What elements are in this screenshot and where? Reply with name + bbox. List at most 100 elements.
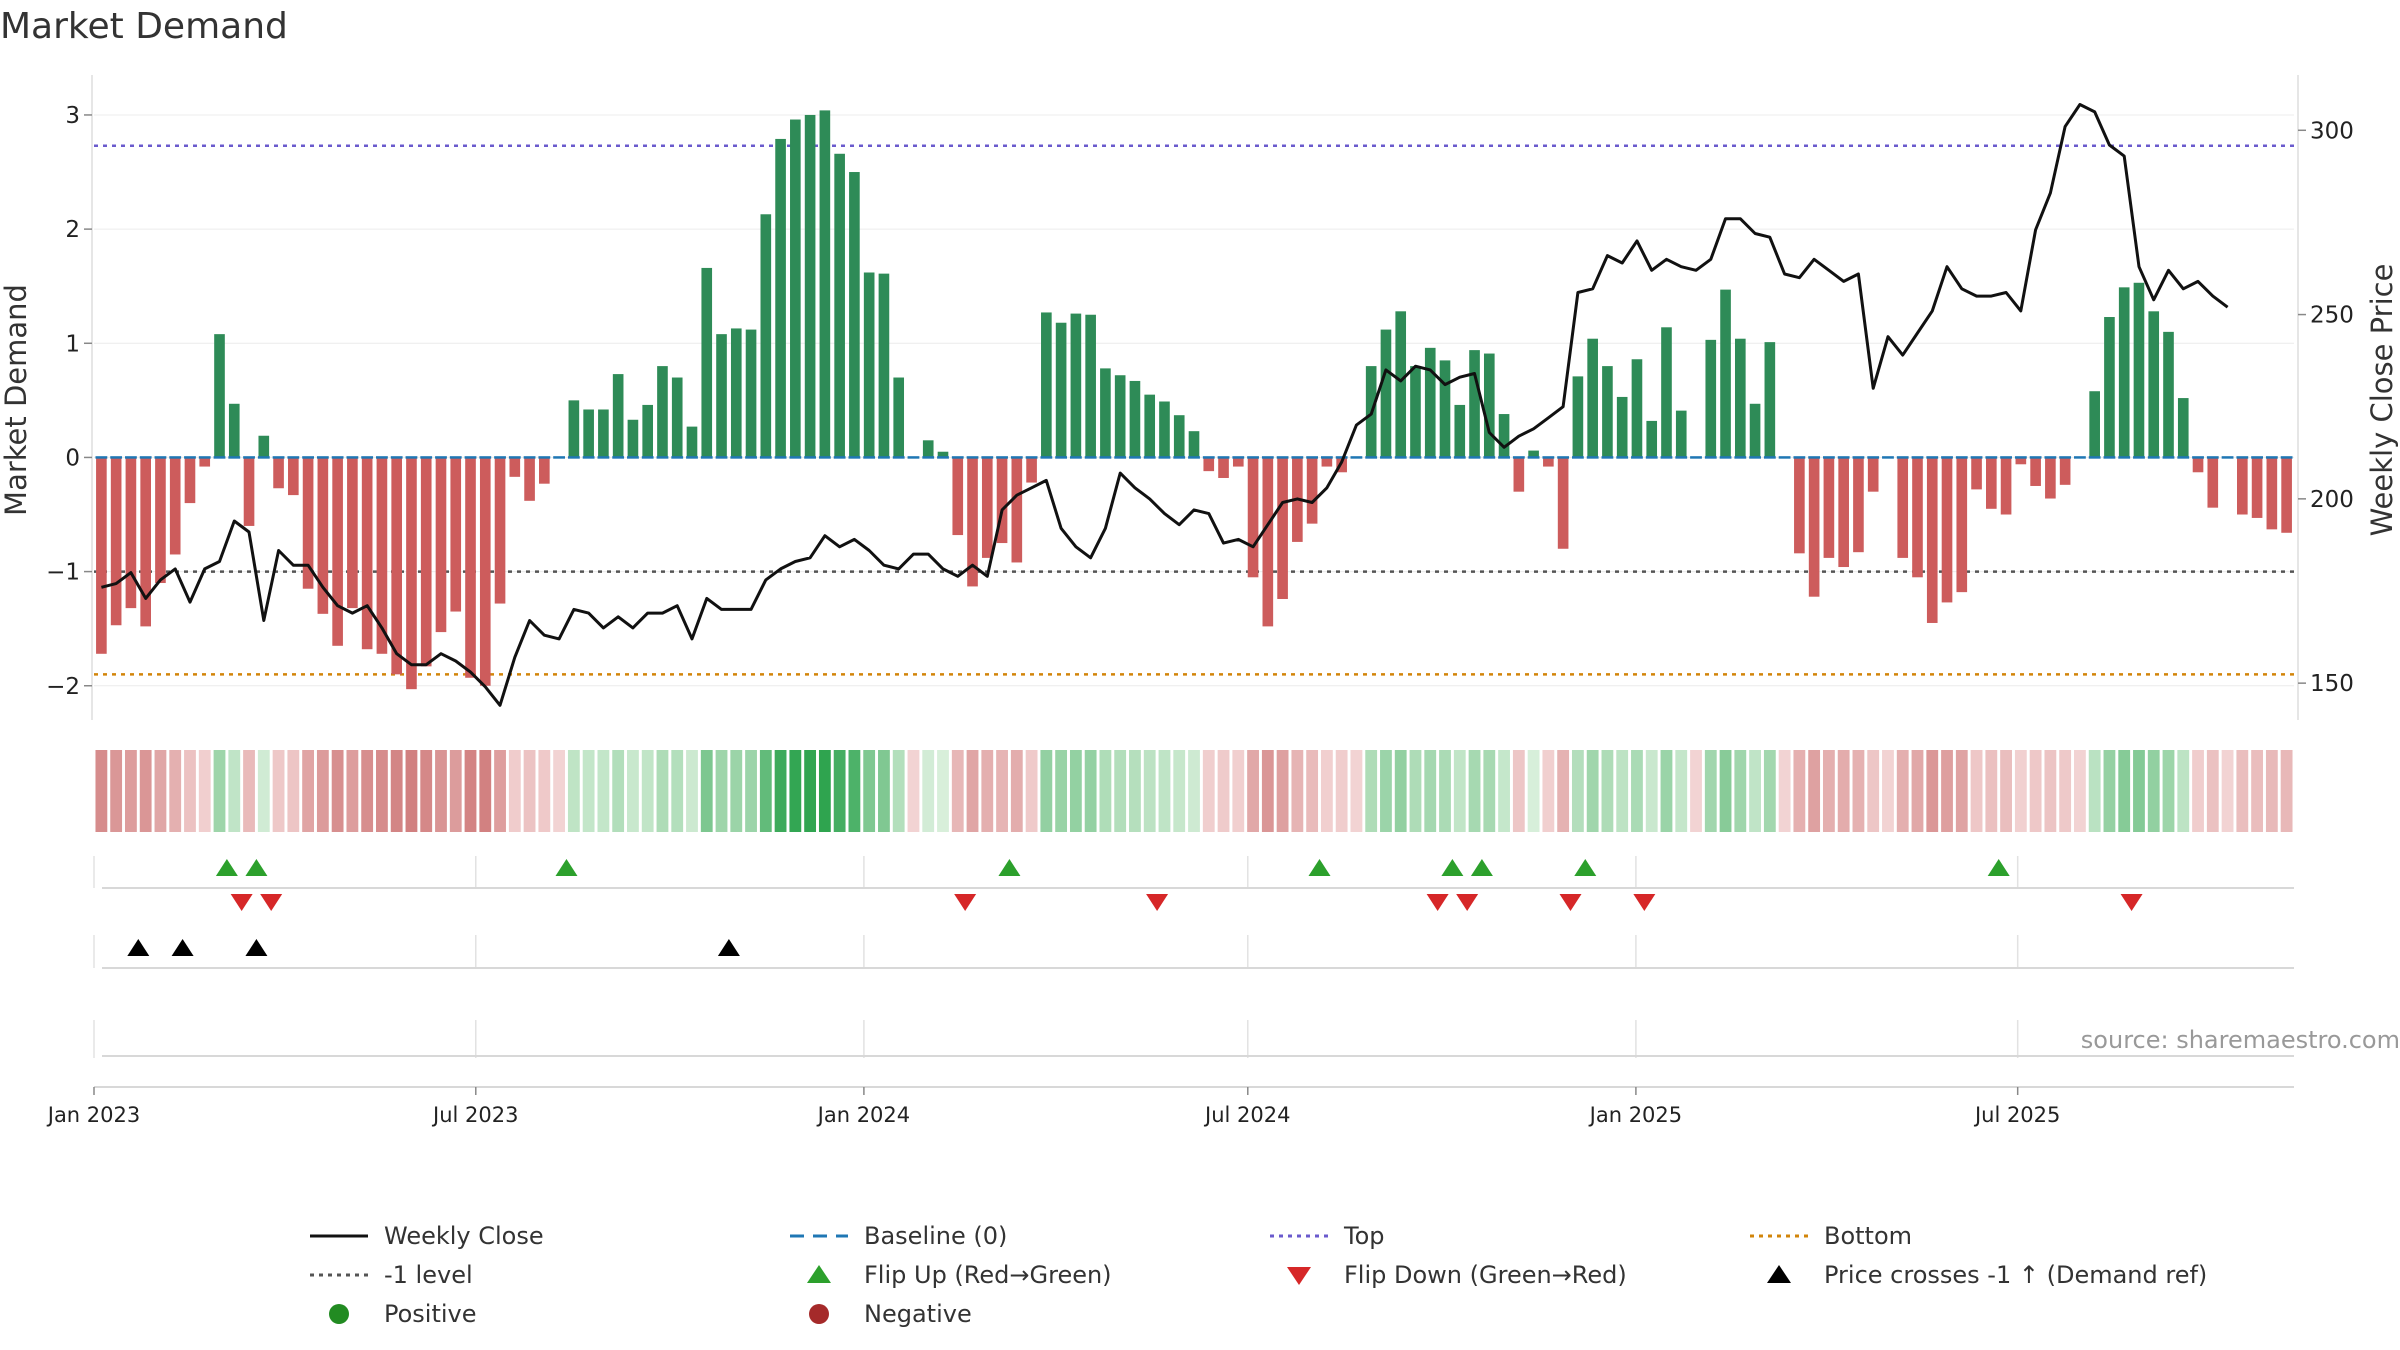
strip-cell xyxy=(1025,750,1038,832)
strip-cell xyxy=(597,750,610,832)
demand-bar xyxy=(1661,327,1672,458)
strip-cell xyxy=(582,750,595,832)
demand-bar xyxy=(2015,457,2027,465)
strip-cell xyxy=(715,750,728,832)
strip-cell xyxy=(1586,750,1599,832)
demand-bar xyxy=(125,457,137,609)
strip-cell xyxy=(1793,750,1806,832)
legend-label: Flip Up (Red→Green) xyxy=(864,1261,1112,1289)
legend-swatch xyxy=(809,1304,829,1324)
legend-label: Negative xyxy=(864,1300,972,1328)
strip-cell xyxy=(1571,750,1584,832)
demand-bar xyxy=(568,400,580,458)
demand-bar xyxy=(2104,317,2115,458)
strip-cell xyxy=(1926,750,1939,832)
demand-bar xyxy=(524,457,535,501)
strip-cell xyxy=(1512,750,1525,832)
demand-bar xyxy=(110,457,122,626)
strip-cell xyxy=(1468,750,1481,832)
strip-cell xyxy=(1232,750,1245,832)
legend-item: -1 level xyxy=(310,1261,473,1289)
strip-cell xyxy=(789,750,802,832)
demand-bar xyxy=(804,114,816,458)
demand-bar xyxy=(952,457,964,536)
demand-bar xyxy=(1764,342,1776,458)
strip-cell xyxy=(863,750,876,832)
strip-cell xyxy=(1069,750,1082,832)
strip-cell xyxy=(95,750,108,832)
strip-cell xyxy=(2280,750,2293,832)
demand-color-strip xyxy=(95,750,2293,832)
demand-bar xyxy=(1572,376,1584,458)
demand-bar xyxy=(214,334,225,458)
demand-bar xyxy=(494,457,506,604)
demand-bar xyxy=(1203,457,1215,472)
strip-cell xyxy=(125,750,137,832)
strip-cell xyxy=(198,750,211,832)
strip-cell xyxy=(139,750,152,832)
demand-bar xyxy=(1734,338,1746,458)
demand-bar xyxy=(701,267,713,458)
demand-bar xyxy=(893,377,905,458)
flip-down-marker xyxy=(954,894,977,911)
y-tick-label: −1 xyxy=(46,560,80,586)
flip-down-marker xyxy=(1633,894,1656,911)
y2-tick-label: 250 xyxy=(2310,303,2354,329)
strip-cell xyxy=(1822,750,1835,832)
demand-bar xyxy=(420,457,432,667)
legend-item: Top xyxy=(1270,1222,1385,1250)
strip-cell xyxy=(1261,750,1274,832)
demand-bar xyxy=(509,457,521,477)
y2-axis-label: Weekly Close Price xyxy=(2365,264,2399,537)
strip-cell xyxy=(154,750,167,832)
demand-bar xyxy=(1129,380,1141,458)
strip-cell xyxy=(2147,750,2160,832)
strip-cell xyxy=(1911,750,1924,832)
price-cross-marker xyxy=(171,939,194,956)
demand-bar xyxy=(1114,375,1126,458)
demand-bar xyxy=(1247,457,1259,578)
demand-bar xyxy=(1675,410,1687,458)
strip-cell xyxy=(1631,750,1643,832)
legend-label: Positive xyxy=(384,1300,477,1328)
strip-cell xyxy=(1867,750,1880,832)
strip-cell xyxy=(1188,750,1200,832)
demand-bar xyxy=(2148,311,2160,458)
demand-bar xyxy=(642,404,654,458)
strip-cell xyxy=(2029,750,2042,832)
strip-cell xyxy=(361,750,374,832)
x-tick-label: Jan 2025 xyxy=(1588,1103,1683,1127)
strip-cell xyxy=(1158,750,1171,832)
demand-bar xyxy=(1912,457,1923,578)
strip-cell xyxy=(848,750,861,832)
strip-cell xyxy=(759,750,772,832)
demand-bar xyxy=(332,457,343,646)
demand-bar xyxy=(2177,398,2189,458)
demand-bar xyxy=(716,334,727,458)
strip-cell xyxy=(257,750,270,832)
strip-cell xyxy=(1055,750,1068,832)
demand-bar xyxy=(1306,457,1318,524)
strip-cell xyxy=(1409,750,1422,832)
demand-bar xyxy=(1749,403,1761,458)
demand-bar xyxy=(1557,457,1569,549)
demand-bar xyxy=(258,435,270,458)
demand-bar xyxy=(583,409,594,458)
price-cross-marker xyxy=(127,939,150,956)
demand-bar xyxy=(2030,457,2041,486)
strip-cell xyxy=(1129,750,1141,832)
y-tick-label: 0 xyxy=(65,445,80,471)
legend-label: Price crosses -1 ↑ (Demand ref) xyxy=(1824,1261,2207,1289)
strip-cell xyxy=(1985,750,1998,832)
y-tick-label: −2 xyxy=(46,674,80,700)
demand-bar xyxy=(937,451,949,458)
strip-cell xyxy=(774,750,787,832)
strip-cell xyxy=(1719,750,1732,832)
demand-bar xyxy=(1424,347,1436,458)
strip-cell xyxy=(508,750,521,832)
demand-bar xyxy=(2118,287,2130,458)
strip-cell xyxy=(110,750,123,832)
strip-cell xyxy=(1955,750,1968,832)
strip-cell xyxy=(1202,750,1215,832)
strip-cell xyxy=(2251,750,2263,832)
